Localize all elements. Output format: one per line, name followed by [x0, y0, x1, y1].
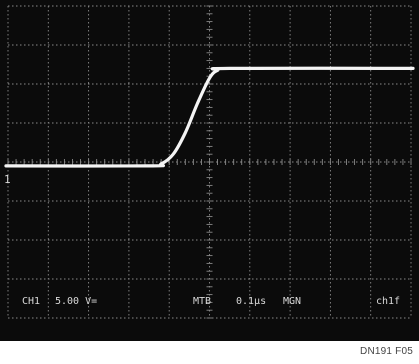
readout-time: 0.1µs	[236, 296, 266, 307]
channel-marker: 1	[4, 173, 11, 186]
readout-channel: CH1	[22, 296, 40, 307]
figure-id: DN191 F05	[360, 346, 413, 357]
oscilloscope-plot: 1 CH1 5.00 V= MTB 0.1µs MGN ch1f	[4, 5, 415, 319]
waveform-trace	[4, 66, 415, 168]
readout-timebase: MTB	[193, 296, 211, 307]
readout-trigger: ch1f	[376, 296, 400, 307]
readout-volts: 5.00 V=	[55, 296, 97, 307]
graticule	[7, 5, 412, 319]
readout-bar: CH1 5.00 V= MTB 0.1µs MGN ch1f	[22, 296, 400, 307]
readout-mode: MGN	[283, 296, 301, 307]
oscilloscope-screen: 1 CH1 5.00 V= MTB 0.1µs MGN ch1f	[0, 0, 419, 341]
